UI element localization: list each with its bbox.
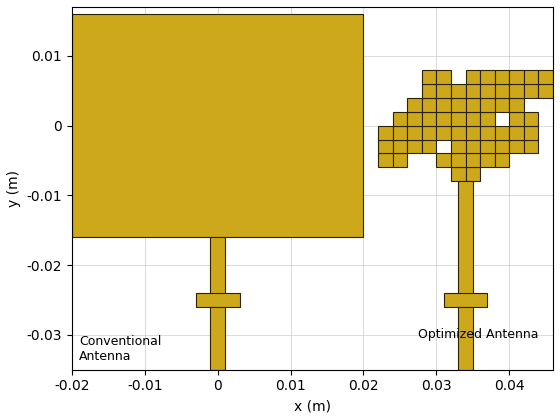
Bar	[378, 126, 393, 139]
Bar	[422, 139, 436, 153]
Bar	[524, 84, 539, 98]
Bar	[451, 153, 465, 168]
Bar	[524, 126, 539, 139]
Bar	[524, 70, 539, 84]
Bar	[494, 126, 509, 139]
Bar	[480, 84, 494, 98]
Bar	[422, 70, 436, 84]
Bar	[436, 70, 451, 84]
Bar	[465, 168, 480, 181]
Bar	[422, 126, 436, 139]
Bar	[509, 126, 524, 139]
Bar	[494, 153, 509, 168]
Bar	[407, 112, 422, 126]
Bar	[465, 112, 480, 126]
Bar	[436, 153, 451, 168]
Bar	[465, 153, 480, 168]
Bar	[509, 112, 524, 126]
Bar	[480, 139, 494, 153]
Bar	[407, 98, 422, 112]
Bar	[451, 168, 465, 181]
Bar	[494, 84, 509, 98]
Bar	[422, 84, 436, 98]
Bar	[480, 126, 494, 139]
Bar	[211, 237, 225, 300]
Bar	[539, 84, 553, 98]
Y-axis label: y (m): y (m)	[7, 170, 21, 207]
Bar	[393, 126, 407, 139]
Bar	[451, 139, 465, 153]
Bar	[407, 139, 422, 153]
Bar	[407, 126, 422, 139]
Bar	[480, 153, 494, 168]
Bar	[393, 139, 407, 153]
Bar	[480, 112, 494, 126]
Bar	[451, 126, 465, 139]
Bar	[444, 293, 487, 307]
Bar	[422, 112, 436, 126]
Bar	[451, 112, 465, 126]
Bar	[72, 14, 363, 237]
Bar	[480, 70, 494, 84]
Bar	[436, 112, 451, 126]
Bar	[539, 70, 553, 84]
Bar	[524, 139, 539, 153]
Bar	[458, 307, 473, 370]
Bar	[480, 98, 494, 112]
Bar	[436, 126, 451, 139]
Bar	[465, 84, 480, 98]
Bar	[494, 98, 509, 112]
Bar	[509, 98, 524, 112]
Bar	[465, 139, 480, 153]
Bar	[393, 112, 407, 126]
Bar	[509, 139, 524, 153]
Bar	[422, 98, 436, 112]
Bar	[451, 84, 465, 98]
Bar	[378, 139, 393, 153]
Bar	[436, 84, 451, 98]
X-axis label: x (m): x (m)	[294, 399, 331, 413]
Bar	[465, 98, 480, 112]
Bar	[211, 307, 225, 370]
Bar	[196, 293, 240, 307]
Bar	[378, 153, 393, 168]
Bar	[494, 139, 509, 153]
Bar	[458, 181, 473, 300]
Bar	[509, 70, 524, 84]
Bar	[393, 153, 407, 168]
Bar	[509, 84, 524, 98]
Text: Conventional
Antenna: Conventional Antenna	[79, 335, 161, 363]
Text: Optimized Antenna: Optimized Antenna	[418, 328, 539, 341]
Bar	[494, 70, 509, 84]
Bar	[524, 112, 539, 126]
Bar	[465, 126, 480, 139]
Bar	[451, 98, 465, 112]
Bar	[436, 98, 451, 112]
Bar	[465, 70, 480, 84]
